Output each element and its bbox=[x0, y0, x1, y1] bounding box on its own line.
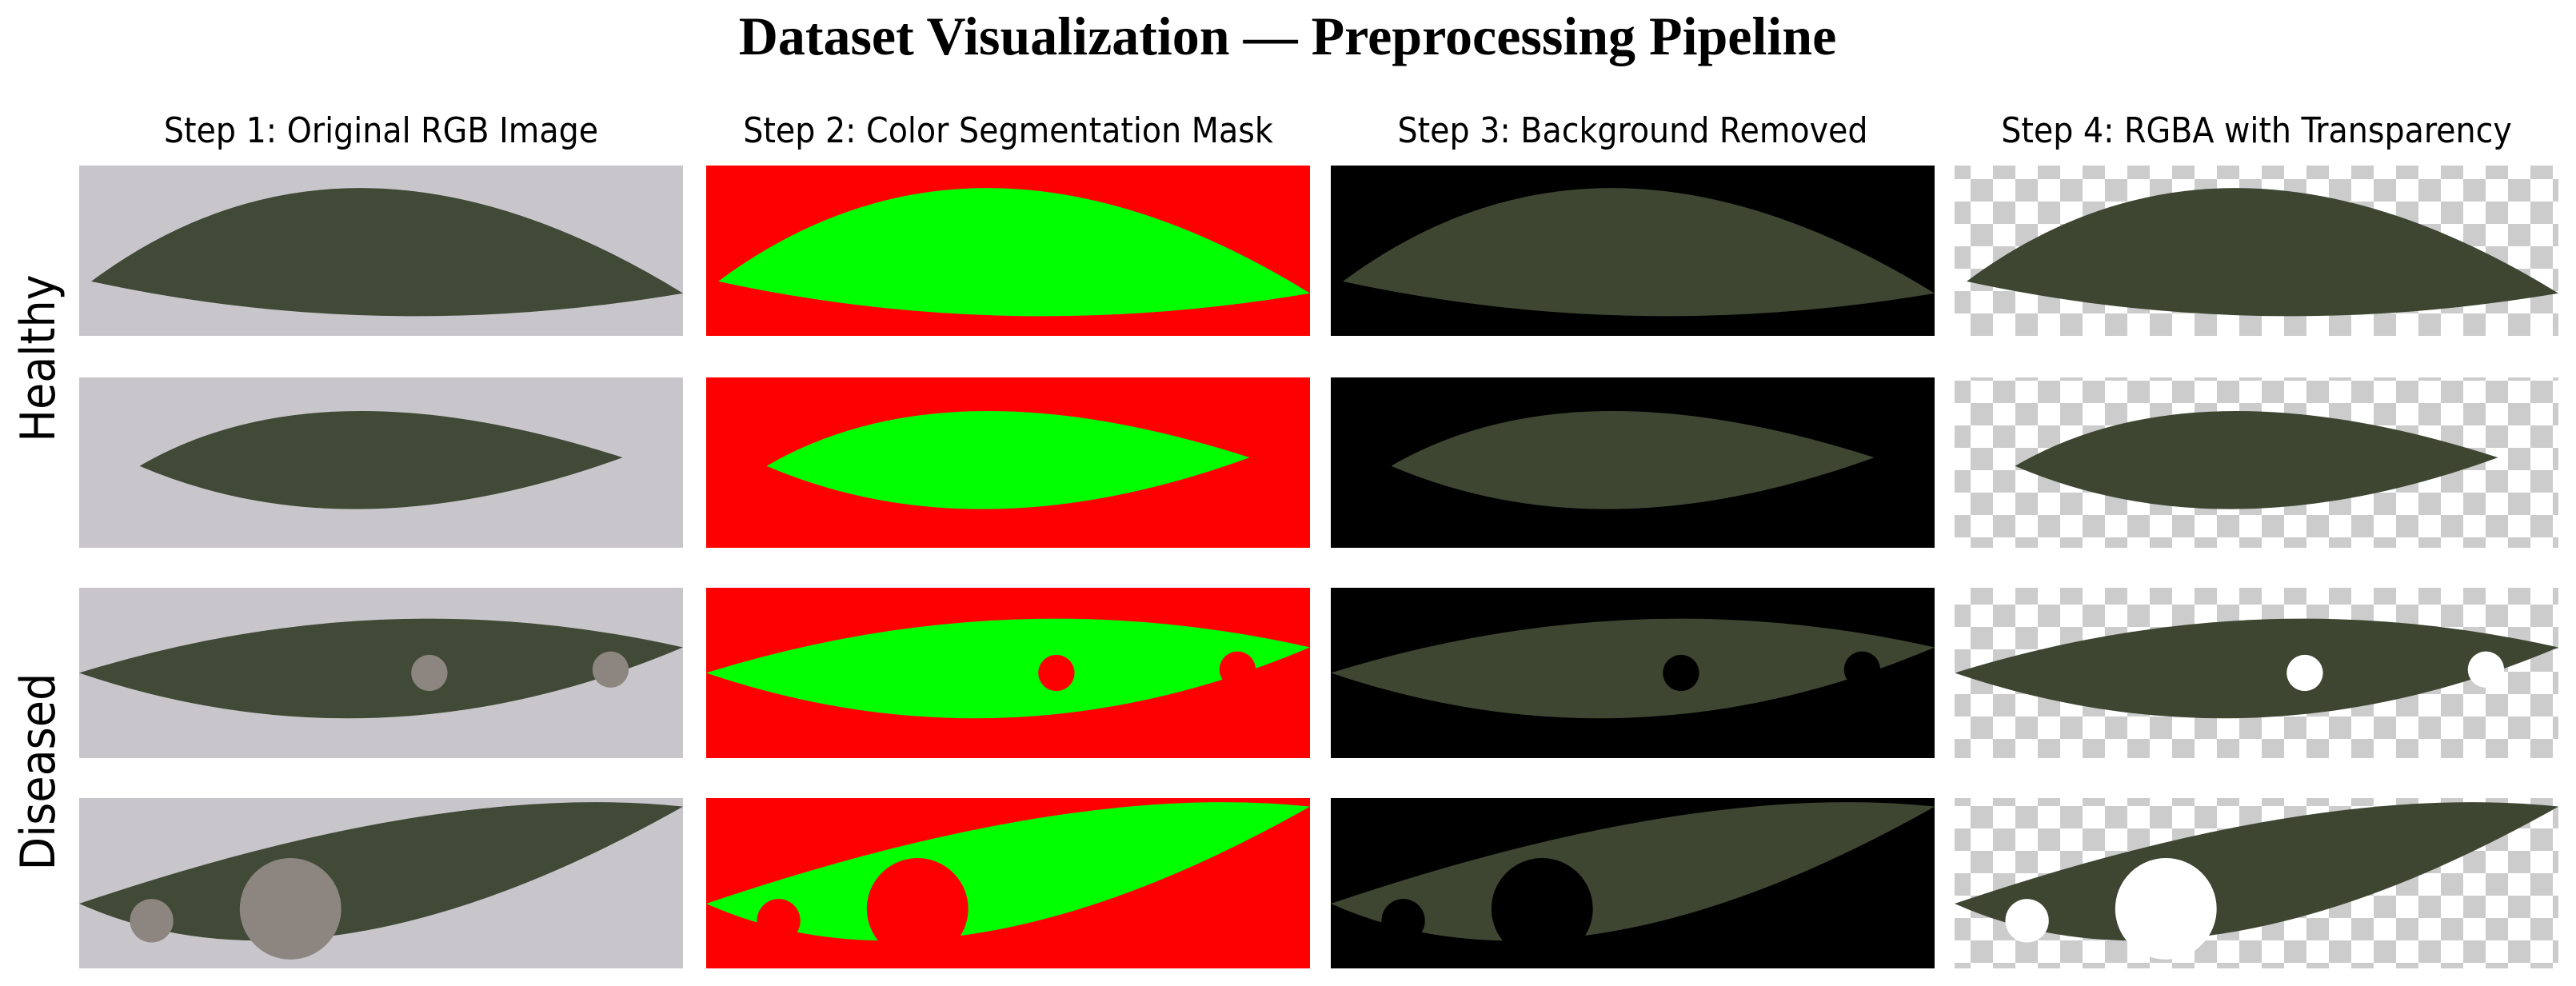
column-header: Step 2: Color Segmentation Mask bbox=[743, 110, 1273, 151]
leaf bbox=[139, 410, 623, 509]
lesion bbox=[1381, 899, 1425, 943]
lesion bbox=[411, 654, 448, 692]
lesion bbox=[1038, 654, 1075, 692]
image-grid bbox=[79, 166, 2558, 968]
lesion bbox=[866, 858, 968, 960]
lesion bbox=[592, 651, 629, 688]
leaf bbox=[706, 802, 1310, 941]
lesion bbox=[239, 858, 341, 960]
lesion bbox=[2115, 858, 2217, 960]
leaf bbox=[79, 802, 683, 941]
leaf bbox=[1967, 188, 2558, 317]
leaf bbox=[1331, 802, 1935, 941]
row-label: Diseased bbox=[10, 673, 66, 871]
lesion bbox=[2286, 654, 2323, 692]
lesion bbox=[1491, 858, 1593, 960]
lesion bbox=[1219, 651, 1256, 688]
figure-title: Dataset Visualization — Preprocessing Pi… bbox=[739, 6, 1837, 66]
leaf bbox=[1331, 618, 1935, 719]
leaf bbox=[718, 188, 1310, 317]
leaf bbox=[1391, 410, 1875, 509]
lesion bbox=[2467, 651, 2505, 688]
lesion bbox=[130, 899, 174, 943]
lesion bbox=[1843, 651, 1881, 688]
column-header: Step 3: Background Removed bbox=[1397, 110, 1867, 151]
lesion bbox=[2005, 899, 2049, 943]
leaf bbox=[2015, 410, 2498, 509]
lesion bbox=[1663, 654, 1699, 692]
leaf bbox=[79, 618, 683, 719]
row-label: Healthy bbox=[10, 274, 66, 441]
leaf bbox=[91, 188, 684, 317]
column-header: Step 4: RGBA with Transparency bbox=[2001, 110, 2512, 151]
leaf bbox=[1955, 802, 2558, 941]
leaf bbox=[1955, 618, 2558, 719]
column-header: Step 1: Original RGB Image bbox=[164, 110, 598, 151]
leaf bbox=[766, 410, 1250, 509]
leaf bbox=[1343, 188, 1935, 317]
lesion bbox=[757, 899, 801, 943]
leaf bbox=[706, 618, 1310, 719]
